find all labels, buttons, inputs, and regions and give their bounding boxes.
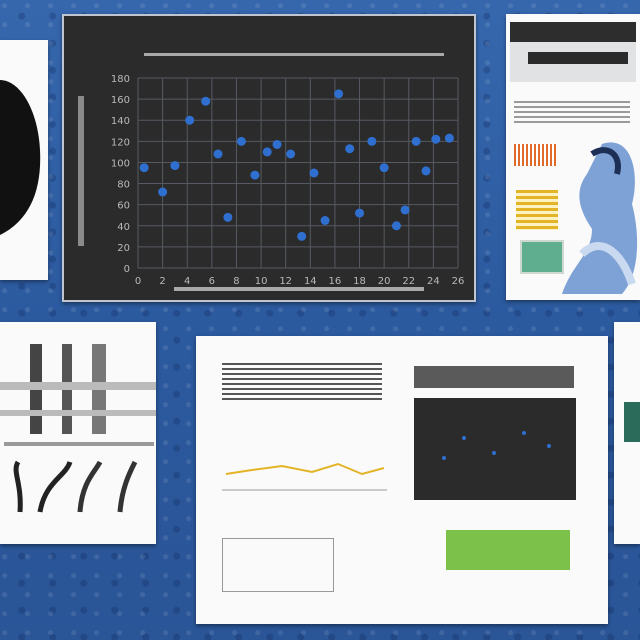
x-tick-label: 0 <box>135 276 141 287</box>
scatter-point <box>422 166 431 175</box>
yellow-table-thumbnail <box>516 190 558 230</box>
scatter-point <box>297 232 306 241</box>
y-tick-label: 160 <box>111 95 130 106</box>
y-tick-label: 20 <box>117 243 130 254</box>
orange-bars-thumbnail <box>514 144 556 166</box>
green-photo-thumbnail <box>520 240 564 274</box>
y-tick-label: 60 <box>117 201 130 212</box>
scatter-point <box>310 169 319 178</box>
document-header <box>510 22 636 82</box>
doc-text-column <box>222 360 382 403</box>
scatter-point <box>250 171 259 180</box>
scatter-point <box>345 144 354 153</box>
scatter-point <box>367 137 376 146</box>
scatter-point <box>380 163 389 172</box>
toolbar-thumbnail <box>414 366 574 388</box>
y-tick-label: 180 <box>111 74 130 85</box>
document-panel-top-right <box>506 14 640 300</box>
small-diagram-thumbnail <box>222 538 334 592</box>
diagram-sketch <box>0 322 156 544</box>
y-tick-label: 40 <box>117 222 130 233</box>
y-tick-label: 80 <box>117 180 130 191</box>
x-axis-title-scribble <box>174 284 424 294</box>
scatter-point <box>273 140 282 149</box>
scatter-point <box>237 137 246 146</box>
y-tick-label: 140 <box>111 116 130 127</box>
scatter-point <box>158 188 167 197</box>
document-panel-right-edge <box>614 322 640 544</box>
y-tick-label: 0 <box>124 264 130 275</box>
scatter-chart-panel: 0 20 40 60 80 100 120 140 160 180 0 2 4 6 8 10 12 14 16 18 2… <box>62 14 476 302</box>
scatter-point <box>140 163 149 172</box>
scatter-point <box>214 150 223 159</box>
document-panel-bottom-left <box>0 322 156 544</box>
document-title-scribble <box>528 52 628 64</box>
document-text-block <box>514 98 630 126</box>
line-chart-thumbnail <box>212 440 392 500</box>
y-tick-label: 100 <box>111 158 130 169</box>
scatter-point <box>445 134 454 143</box>
scatter-point <box>334 89 343 98</box>
scatter-point <box>355 209 364 218</box>
scatter-point <box>412 137 421 146</box>
black-blob-image <box>0 40 48 280</box>
blue-sculpture-image <box>562 134 640 294</box>
scatter-point <box>263 147 272 156</box>
x-tick-label: 2 <box>159 276 165 287</box>
scatter-point <box>286 150 295 159</box>
y-axis-title-scribble <box>78 96 84 246</box>
scatter-point <box>321 216 330 225</box>
x-tick-label: 24 <box>427 276 440 287</box>
scatter-point <box>392 221 401 230</box>
scatter-point <box>185 116 194 125</box>
scatter-point <box>170 161 179 170</box>
scatter-point <box>201 97 210 106</box>
green-table-thumbnail <box>446 530 570 570</box>
y-tick-label: 120 <box>111 137 130 148</box>
scatter-point <box>401 205 410 214</box>
scatter-point <box>223 213 232 222</box>
x-tick-label: 26 <box>452 276 465 287</box>
left-image-panel <box>0 40 48 280</box>
dark-chart-thumbnail <box>414 398 576 500</box>
document-panel-bottom-center <box>196 336 608 624</box>
scatter-point <box>431 135 440 144</box>
